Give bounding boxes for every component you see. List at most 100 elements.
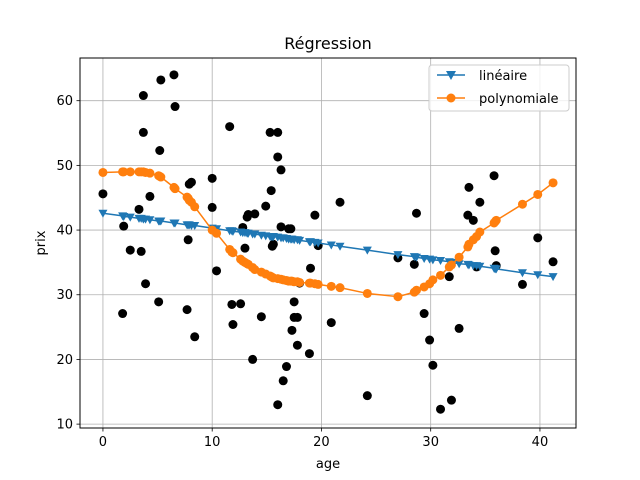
data-point (273, 152, 283, 162)
series-marker (335, 283, 345, 293)
series-marker (548, 273, 558, 282)
series-marker (491, 215, 501, 225)
y-tick-label: 40 (56, 224, 73, 239)
data-point (428, 360, 438, 370)
data-point (243, 210, 253, 220)
legend-label-lineaire: linéaire (479, 69, 527, 84)
legend: linéaire polynomiale (428, 64, 570, 112)
data-point (225, 122, 235, 132)
data-point (335, 197, 345, 207)
series-marker (295, 236, 305, 245)
series-marker (517, 199, 527, 209)
series-marker (98, 167, 108, 177)
data-point (273, 127, 283, 137)
series-marker (228, 227, 238, 236)
series-marker (170, 219, 180, 228)
series-marker (411, 253, 421, 262)
series-marker (98, 209, 108, 218)
series-marker (548, 178, 558, 188)
data-point (289, 297, 299, 307)
data-point (411, 208, 421, 218)
data-point (419, 309, 429, 319)
data-point (276, 222, 286, 232)
series-marker (411, 285, 421, 295)
axes-frame (79, 57, 577, 429)
series-marker (446, 260, 456, 270)
series-marker (170, 184, 180, 194)
series-marker (295, 277, 305, 287)
data-point (154, 297, 164, 307)
x-tick-label: 40 (532, 435, 549, 450)
data-point (256, 312, 266, 322)
series-marker (190, 202, 200, 212)
data-point (118, 309, 128, 319)
y-tick-label: 50 (56, 159, 73, 174)
series-marker (436, 270, 446, 280)
x-axis-label: age (316, 457, 340, 472)
series-marker (125, 213, 135, 222)
data-point (138, 127, 148, 137)
data-point (533, 233, 543, 243)
series-marker (533, 189, 543, 199)
data-point (228, 320, 238, 330)
data-point (304, 349, 314, 359)
data-point (265, 127, 275, 137)
series-marker (475, 262, 485, 271)
plot-area (98, 70, 558, 414)
series-marker (436, 256, 446, 265)
data-point (286, 224, 296, 234)
series-marker (454, 260, 464, 269)
series-marker (475, 227, 485, 237)
series-polynomiale (98, 167, 558, 302)
data-point (186, 177, 196, 187)
legend-marker-lineaire (446, 71, 456, 80)
x-tick-label: 30 (422, 435, 439, 450)
data-point (425, 335, 435, 345)
series-marker (156, 217, 166, 226)
data-point (227, 299, 237, 309)
data-point (454, 323, 464, 333)
x-tick-label: 20 (313, 435, 330, 450)
data-point (261, 201, 271, 211)
data-point (119, 221, 129, 231)
series-marker (517, 269, 527, 278)
data-point (475, 197, 485, 207)
data-point (444, 272, 454, 282)
legend-label-polynomiale: polynomiale (479, 92, 559, 107)
y-tick-label: 20 (56, 353, 73, 368)
data-point (266, 186, 276, 196)
data-point (190, 332, 200, 342)
series-marker (212, 228, 222, 238)
series-marker (145, 216, 155, 225)
series-marker (533, 271, 543, 280)
series-marker (156, 172, 166, 182)
data-point (145, 191, 155, 201)
data-point (281, 362, 291, 372)
data-point (446, 395, 456, 405)
y-tick-label: 10 (56, 418, 73, 433)
data-point (489, 171, 499, 181)
series-marker (313, 239, 323, 248)
y-axis-label: prix (34, 230, 49, 255)
data-point (156, 75, 166, 85)
data-point (362, 391, 372, 401)
series-marker (313, 279, 323, 289)
data-point (207, 173, 217, 183)
series-marker (362, 246, 372, 255)
series-marker (393, 292, 403, 302)
series-marker (335, 242, 345, 251)
data-point (155, 146, 165, 155)
data-point (141, 279, 151, 289)
series-marker (362, 288, 372, 298)
data-point (183, 235, 193, 245)
series-marker (119, 212, 129, 221)
series-marker (119, 167, 129, 177)
data-point (326, 318, 336, 328)
series-marker (454, 252, 464, 262)
data-point (134, 204, 144, 214)
data-point (292, 312, 302, 322)
data-point (207, 202, 217, 212)
series-marker (190, 222, 200, 231)
y-tick-label: 30 (56, 288, 73, 303)
